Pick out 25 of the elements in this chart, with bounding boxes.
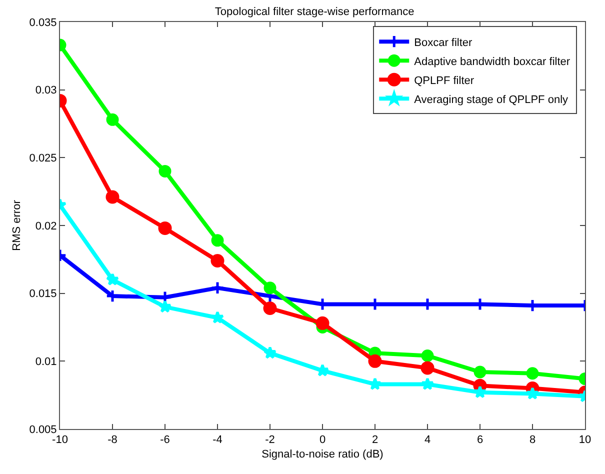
x-tick-label: -8 [108,434,118,446]
x-tick-label: 6 [476,434,484,446]
x-tick-label: -6 [160,434,170,446]
x-tick-label: 2 [372,434,378,446]
x-tick-label: 0 [319,434,326,446]
x-tick-label: 10 [578,434,592,446]
x-tick-label: 4 [424,434,431,446]
y-tick-label: 0.01 [35,356,57,368]
x-axis-title: Signal-to-noise ratio (dB) [262,448,384,460]
legend-label: Boxcar filter [414,36,473,49]
legend-label: QPLPF filter [414,74,474,87]
legend-label: Adaptive bandwidth boxcar filter [414,56,570,68]
x-tick-label: -4 [212,434,222,446]
y-tick-label: 0.035 [29,16,57,29]
chart-title: Topological filter stage-wise performance [214,6,414,18]
y-tick-label: 0.03 [35,84,57,97]
x-tick-label: 8 [529,434,536,446]
x-tick-label: -2 [265,434,275,446]
y-axis-title: RMS error [10,200,23,251]
y-tick-label: 0.02 [35,220,57,232]
y-tick-label: 0.025 [29,152,57,165]
y-tick-label: 0.015 [29,288,57,300]
x-tick-label: -10 [52,434,68,446]
y-tick-label: 0.005 [29,424,57,436]
legend-label: Averaging stage of QPLPF only [414,94,569,106]
